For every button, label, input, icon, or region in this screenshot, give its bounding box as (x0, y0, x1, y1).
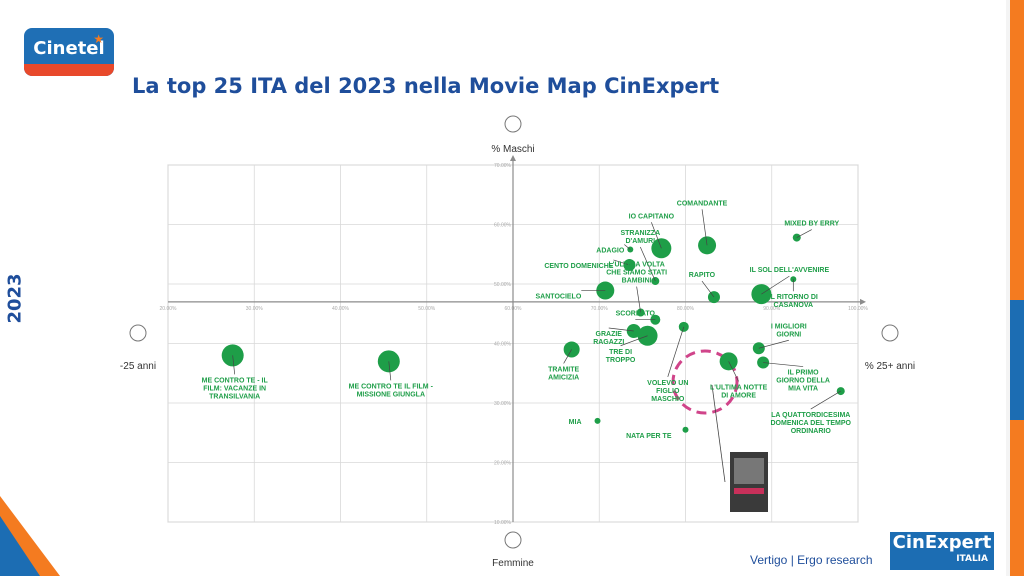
label-leader-line (388, 361, 392, 381)
x-tick-label: 90.00% (763, 306, 781, 312)
movie-label: L'ULTIMA VOLTA CHE SIAMO STATI BAMBINI (606, 262, 667, 285)
label-leader-line (758, 339, 789, 349)
movie-label: ADAGIO (596, 247, 625, 254)
label-leader-line (651, 222, 662, 249)
movie-bubble (682, 426, 689, 433)
label-leader-line (613, 259, 630, 266)
movie-label: IL RITORNO DI CASANOVA (769, 294, 818, 309)
movie-label: ME CONTRO TE - IL FILM: VACANZE IN TRANSIL… (202, 377, 269, 400)
label-leader-line (667, 326, 685, 377)
movie-label: COMANDANTE (677, 200, 728, 207)
movie-label: L'ULTIMA NOTTE DI AMORE (710, 384, 768, 399)
chart-axes (168, 155, 866, 522)
male-icon (504, 115, 522, 133)
x-tick-label: 20.00% (160, 306, 178, 312)
label-leader-line (701, 209, 708, 246)
y-tick-label: 60.00% (494, 223, 512, 229)
y-tick-label: 20.00% (494, 461, 512, 467)
movie-label: MIXED BY ERRY (784, 221, 839, 228)
y-axis-arrow (510, 155, 516, 161)
movie-label: STRANIZZA D'AMURI (620, 230, 660, 245)
movie-label: TRAMITE AMICIZIA (548, 366, 579, 381)
y-tick-label: 70.00% (494, 163, 512, 169)
movie-label: TRE DI TROPPO (606, 349, 636, 364)
adult-person-icon (881, 324, 899, 342)
y-tick-label: 50.00% (494, 282, 512, 288)
label-leader-line (232, 355, 236, 375)
label-leader-line (810, 390, 841, 410)
label-leader-line (639, 246, 656, 282)
x-tick-label: 50.00% (418, 306, 436, 312)
x-tick-label: 80.00% (677, 306, 695, 312)
axis-label-left: -25 anni (120, 361, 156, 372)
y-tick-label: 40.00% (494, 342, 512, 348)
movie-label: IL SOL DELL'AVVENIRE (750, 267, 830, 274)
right-orange-stripe (1010, 0, 1024, 576)
axis-icons (129, 115, 899, 549)
label-leader-line (728, 361, 739, 382)
x-axis-arrow (860, 298, 866, 305)
y-tick-label: 30.00% (494, 401, 512, 407)
movie-label: SCORDATO (616, 311, 656, 318)
cinetel-logo: Cinetel ★ (24, 28, 114, 76)
cinexpert-logo: CinExpert ITALIA (890, 532, 994, 570)
movie-label: GRAZIE RAGAZZI (593, 331, 624, 346)
corner-decoration (0, 496, 60, 576)
x-tick-label: 70.00% (591, 306, 609, 312)
label-leader-line (701, 280, 715, 298)
axis-label-bottom: Femmine (492, 558, 534, 569)
label-leader-line (620, 335, 648, 347)
axis-label-top: % Maschi (491, 144, 534, 155)
label-leader-line (608, 327, 634, 332)
x-tick-label: 30.00% (246, 306, 264, 312)
young-person-icon (129, 324, 147, 342)
label-leader-line (563, 349, 572, 364)
source-label: Vertigo | Ergo research (750, 553, 873, 567)
label-leader-line (763, 362, 804, 367)
page-title: La top 25 ITA del 2023 nella Movie Map C… (132, 74, 720, 98)
movie-label: VOLEVO UN FIGLIO MASCHIO (647, 380, 688, 403)
movie-label: NATA PER TE (626, 433, 672, 440)
movie-label: IL PRIMO GIORNO DELLA MIA VITA (776, 370, 830, 393)
poster-leader-line (711, 384, 726, 483)
label-leader-line (761, 275, 790, 295)
label-leader-line (796, 229, 812, 238)
movie-label: IO CAPITANO (629, 213, 675, 220)
label-leader-line (636, 286, 641, 313)
x-tick-label: 100.00% (848, 306, 868, 312)
right-blue-stripe (1010, 300, 1024, 420)
movie-label: I MIGLIORI GIORNI (771, 323, 807, 338)
right-edge-strip (1006, 0, 1010, 576)
movie-label: SANTOCIELO (536, 294, 582, 301)
x-tick-label: 40.00% (332, 306, 350, 312)
star-icon: ★ (93, 32, 104, 46)
highlight-circle (671, 349, 739, 415)
movie-bubble (594, 417, 601, 424)
movie-label: RAPITO (689, 272, 716, 279)
movie-label: ME CONTRO TE IL FILM -MISSIONE GIUNGLA (349, 383, 434, 398)
y-tick-label: 10.00% (494, 520, 512, 526)
axis-label-right: % 25+ anni (865, 361, 915, 372)
movie-label: CENTO DOMENICHE (544, 263, 613, 270)
female-icon (504, 531, 522, 549)
movie-label: MIA (569, 419, 582, 426)
label-leader-line (624, 244, 631, 250)
movie-label: LA QUATTORDICESIMA DOMENICA DEL TEMPO ORDI… (770, 412, 851, 435)
